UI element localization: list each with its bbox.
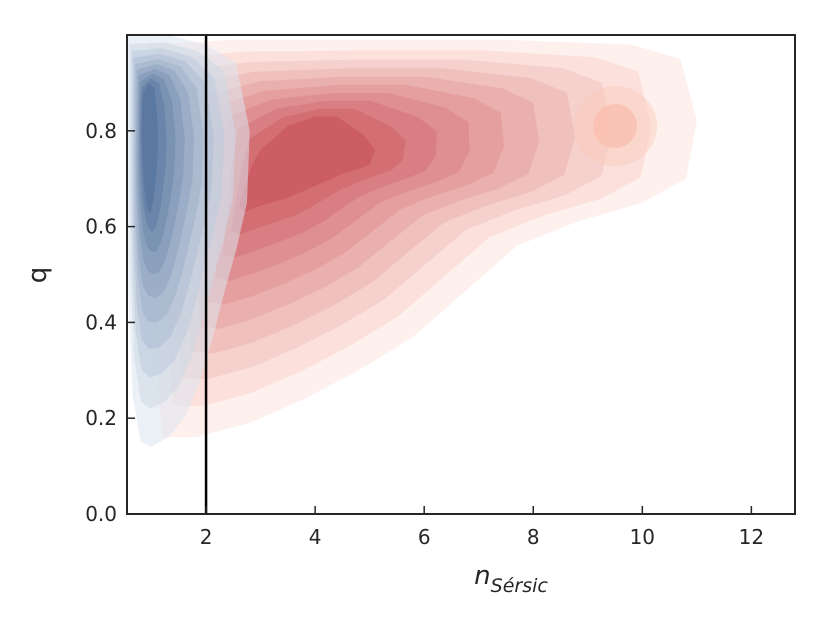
x-tick-label: 4 (309, 525, 322, 549)
blue-contour-level-10 (141, 82, 159, 213)
x-tick-label: 8 (527, 525, 540, 549)
red-secondary-peak (593, 104, 638, 149)
x-axis-label-main: n (474, 561, 490, 591)
x-axis-label: nSérsic (474, 561, 548, 597)
red-contour-level-10 (238, 116, 376, 213)
y-tick-label: 0.8 (85, 119, 117, 143)
plot-frame (126, 34, 796, 515)
red-secondary-halo (573, 86, 658, 167)
y-tick-label: 0.2 (85, 406, 117, 430)
y-axis: 0.0 0.2 0.4 0.6 0.8 (85, 119, 135, 526)
y-tick-label: 0.0 (85, 502, 117, 526)
y-axis-label: q (23, 267, 53, 284)
x-axis-label-subscript: Sérsic (491, 575, 549, 597)
y-tick-label: 0.4 (85, 310, 117, 334)
x-tick-label: 10 (630, 525, 655, 549)
x-tick-label: 12 (739, 525, 764, 549)
x-tick-label: 6 (418, 525, 431, 549)
y-tick-label: 0.6 (85, 215, 117, 239)
x-axis: 2 4 6 8 10 12 (200, 506, 764, 549)
density-contours (127, 35, 697, 447)
x-tick-label: 2 (200, 525, 213, 549)
